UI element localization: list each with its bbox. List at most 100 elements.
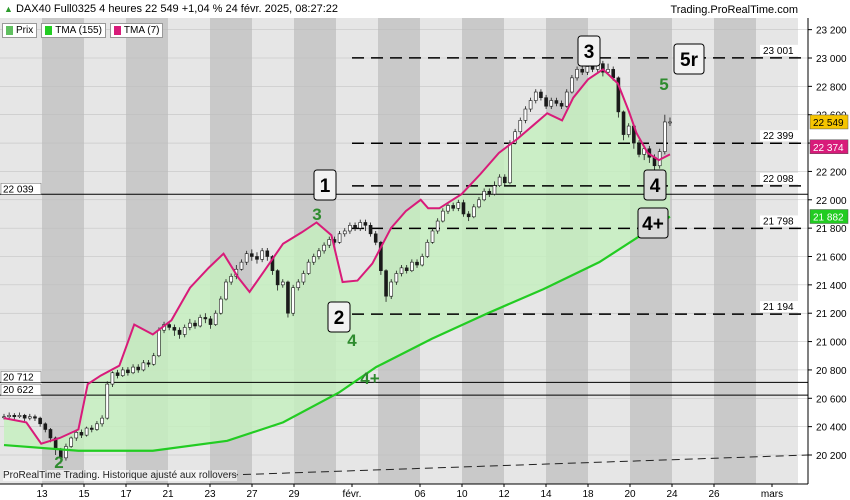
wave-label: 3 [584, 42, 595, 63]
candle-body [580, 69, 585, 73]
candle-body [472, 206, 476, 218]
candle-body [363, 222, 368, 226]
candle-body [621, 111, 626, 135]
level-label-bg [760, 301, 798, 313]
wave-label: 2 [334, 308, 345, 329]
last-price: 22 549 [145, 3, 179, 15]
wave-label: 5r [680, 50, 699, 71]
background-band [714, 18, 756, 484]
price-swatch-icon [6, 26, 13, 35]
legend-item-tma7[interactable]: TMA (7) [109, 23, 164, 38]
candle-body [415, 261, 419, 266]
level-label-bg [760, 130, 798, 142]
candle-body [358, 222, 363, 229]
candle-body [570, 77, 574, 93]
candle-body [668, 121, 672, 124]
wave-label: 1 [320, 176, 331, 197]
legend-label: Prix [16, 25, 34, 36]
candle-body [167, 324, 172, 328]
x-tick-label: 29 [288, 489, 300, 500]
tma7-swatch-icon [113, 26, 121, 35]
candle-body [518, 120, 523, 133]
trend-line [229, 454, 809, 476]
candle-body [564, 91, 569, 107]
candle-body [466, 213, 471, 218]
indicator-legend: Prix TMA (155) TMA (7) [2, 23, 164, 38]
candle-body [22, 414, 27, 419]
candle-body [353, 225, 357, 229]
tma155-swatch-icon [45, 26, 53, 35]
candle-body [188, 322, 192, 328]
tma7-line [3, 68, 671, 445]
y-tick-label: 22 200 [816, 167, 847, 178]
candle-body [286, 281, 290, 314]
level-tag [0, 371, 42, 383]
candle-body [2, 416, 6, 419]
wave-label: 5 [659, 75, 668, 94]
level-label-bg [760, 44, 798, 56]
level-label: 22 039 [3, 184, 34, 195]
tma155-line [3, 215, 671, 452]
y-tick-label: 20 600 [816, 394, 847, 405]
candle-body [404, 267, 409, 271]
level-tag [0, 183, 42, 195]
y-tick-label: 22 000 [816, 196, 847, 207]
candle-body [17, 414, 22, 418]
y-axis-panel [808, 0, 850, 500]
datetime: 24 févr. 2025, 08:27:22 [225, 3, 339, 15]
candle-body [182, 327, 187, 335]
legend-item-price[interactable]: Prix [2, 23, 38, 38]
candle-body [637, 142, 641, 155]
candle-body [7, 414, 11, 418]
level-label: 21 798 [763, 216, 794, 227]
candle-body [219, 298, 223, 314]
instrument-name: DAX40 Full0325 [15, 3, 97, 15]
candle-body [213, 312, 218, 325]
candle-body [446, 205, 450, 212]
candle-body [317, 250, 321, 257]
y-tick-label: 21 800 [816, 224, 847, 235]
x-tick-label: 10 [456, 489, 468, 500]
legend-label: TMA (155) [55, 25, 102, 36]
x-tick-label: 14 [540, 489, 552, 500]
candle-body [508, 142, 512, 184]
candle-body [260, 250, 264, 260]
x-tick-label: 27 [246, 489, 258, 500]
x-tick-label: 23 [204, 489, 216, 500]
wave-label-box [577, 35, 601, 67]
candle-body [348, 225, 352, 232]
candle-body [100, 417, 104, 425]
candle-body [497, 176, 502, 186]
candle-body [74, 432, 79, 439]
candle-body [306, 261, 311, 274]
wave-label: 4 [347, 331, 357, 350]
candle-body [120, 369, 125, 376]
candle-body [69, 437, 73, 447]
background-band [0, 18, 42, 484]
candle-body [456, 202, 461, 209]
x-tick-label: 06 [414, 489, 426, 500]
candle-body [533, 91, 538, 101]
candle-body [131, 366, 135, 374]
candle-body [322, 244, 326, 252]
x-tick-label: 13 [36, 489, 48, 500]
x-tick-label: 17 [120, 489, 132, 500]
up-triangle-icon: ▲ [4, 4, 13, 14]
candle-body [544, 97, 548, 107]
candle-body [270, 256, 275, 271]
candle-body [79, 432, 84, 436]
candle-body [420, 256, 424, 266]
candle-body [575, 69, 579, 79]
level-label: 22 098 [763, 174, 794, 185]
legend-item-tma155[interactable]: TMA (155) [41, 23, 106, 38]
change-percent: +1,04 % [181, 3, 223, 15]
candle-body [208, 318, 213, 325]
level-tag [0, 383, 42, 396]
background-band [42, 18, 84, 484]
candle-body [554, 100, 559, 104]
candle-body [198, 317, 202, 327]
candle-body [115, 372, 120, 376]
wave-label: 4 [650, 176, 661, 197]
candle-body [337, 233, 342, 243]
